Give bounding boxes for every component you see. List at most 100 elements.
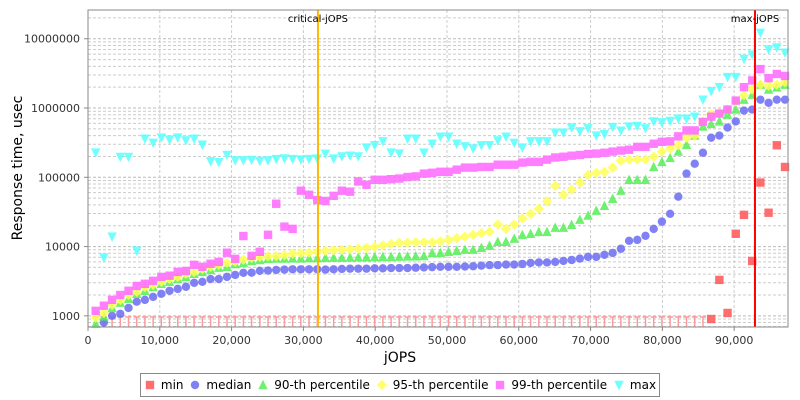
data-point xyxy=(255,266,265,275)
data-point xyxy=(525,228,536,238)
data-point xyxy=(706,314,716,324)
data-point xyxy=(673,114,684,124)
data-point xyxy=(99,301,109,310)
x-tick-label: 50,000 xyxy=(428,334,467,347)
data-point xyxy=(395,263,404,273)
data-point xyxy=(738,90,750,101)
data-point xyxy=(247,251,256,261)
data-point xyxy=(690,112,700,122)
data-point xyxy=(501,160,511,169)
data-point xyxy=(518,158,527,167)
data-point xyxy=(477,261,486,270)
data-point xyxy=(608,147,617,156)
legend-marker xyxy=(614,380,624,391)
data-point xyxy=(90,318,101,328)
data-point xyxy=(116,309,125,319)
min-below-axis-marker xyxy=(494,316,501,327)
data-point xyxy=(525,137,536,147)
min-below-axis-marker xyxy=(691,316,698,327)
legend-item: 99-th percentile xyxy=(494,378,607,392)
data-point xyxy=(394,251,405,261)
data-point xyxy=(476,242,487,252)
data-point xyxy=(132,297,141,306)
legend-marker xyxy=(258,379,268,390)
data-point xyxy=(287,248,298,259)
data-point xyxy=(566,184,577,195)
data-point xyxy=(222,272,232,282)
data-point xyxy=(321,265,330,274)
data-point xyxy=(624,122,634,132)
data-point xyxy=(255,156,265,167)
data-point xyxy=(272,199,281,208)
x-tick-label: 60,000 xyxy=(500,334,539,347)
min-below-axis-marker xyxy=(117,316,124,327)
data-point xyxy=(345,151,355,161)
min-below-axis-marker xyxy=(281,316,288,327)
data-point xyxy=(230,270,240,280)
data-point xyxy=(239,231,248,241)
triangle-up-marker-icon xyxy=(258,379,268,390)
data-point xyxy=(165,286,174,295)
data-point xyxy=(107,295,117,305)
data-point xyxy=(189,260,199,270)
data-point xyxy=(772,69,781,79)
y-tick-label: 1000 xyxy=(52,310,80,323)
data-point xyxy=(280,222,289,231)
legend-marker xyxy=(145,380,155,390)
data-point xyxy=(509,160,519,169)
data-point xyxy=(444,167,453,177)
data-point xyxy=(263,230,273,239)
data-point xyxy=(189,134,199,144)
data-point xyxy=(320,245,331,256)
data-point xyxy=(410,237,421,248)
min-below-axis-marker xyxy=(626,316,633,327)
data-point xyxy=(173,284,182,294)
data-point xyxy=(550,222,560,232)
data-point xyxy=(517,229,528,240)
min-below-axis-marker xyxy=(150,316,157,327)
data-point xyxy=(353,252,363,262)
min-below-axis-marker xyxy=(273,316,280,327)
data-point xyxy=(378,137,388,147)
data-point xyxy=(763,80,774,91)
min-below-axis-marker xyxy=(396,316,403,327)
data-point xyxy=(632,174,642,184)
data-point xyxy=(329,191,338,201)
data-point xyxy=(484,240,495,250)
data-point xyxy=(615,155,627,167)
data-point xyxy=(739,106,749,115)
min-below-axis-marker xyxy=(486,316,493,327)
triangle-down-marker-icon xyxy=(614,380,624,391)
data-point xyxy=(665,116,675,127)
data-point xyxy=(91,306,100,316)
data-point xyxy=(361,143,372,153)
min-below-axis-marker xyxy=(568,316,575,327)
data-point xyxy=(411,134,421,144)
data-point xyxy=(435,132,446,142)
data-point xyxy=(460,262,470,271)
data-point xyxy=(157,289,166,299)
data-point xyxy=(665,137,675,146)
data-point xyxy=(164,135,175,145)
data-point xyxy=(337,152,347,162)
min-below-axis-marker xyxy=(667,316,674,327)
min-below-axis-marker xyxy=(527,316,534,327)
min-below-axis-marker xyxy=(289,316,296,327)
data-point xyxy=(583,149,593,159)
data-point xyxy=(484,226,495,238)
x-axis-label: jOPS xyxy=(383,350,416,366)
min-below-axis-marker xyxy=(609,316,616,327)
x-tick-label: 40,000 xyxy=(356,334,395,347)
data-point xyxy=(690,159,699,168)
data-point xyxy=(657,137,667,147)
data-point xyxy=(304,265,314,274)
min-below-axis-marker xyxy=(265,316,272,327)
data-point xyxy=(403,172,412,182)
y-tick-label: 1000000 xyxy=(31,102,80,115)
data-point xyxy=(632,121,642,132)
min-below-axis-marker xyxy=(511,316,518,327)
data-point xyxy=(239,268,248,278)
data-point xyxy=(723,123,732,132)
data-point xyxy=(230,156,240,166)
min-below-axis-marker xyxy=(683,316,690,327)
